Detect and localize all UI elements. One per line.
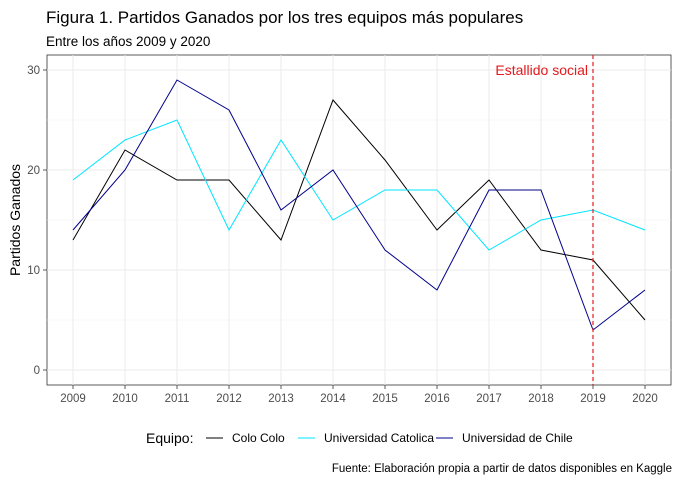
legend-title: Equipo: xyxy=(146,430,193,446)
gridlines xyxy=(47,55,671,385)
series-line-1 xyxy=(72,119,646,251)
x-tick-label: 2017 xyxy=(476,393,502,405)
legend: Equipo: Colo Colo Universidad Catolica Uni… xyxy=(146,430,573,446)
series-lines xyxy=(72,79,646,331)
x-tick-label: 2016 xyxy=(424,393,450,405)
x-tick-label: 2009 xyxy=(60,393,86,405)
x-tick-label: 2011 xyxy=(165,393,190,405)
chart-caption: Fuente: Elaboración propia a partir de d… xyxy=(332,463,672,475)
legend-label-0: Colo Colo xyxy=(232,431,285,445)
series-line-0 xyxy=(72,99,646,321)
x-tick-label: 2013 xyxy=(268,393,294,405)
x-tick-label: 2018 xyxy=(528,393,554,405)
x-tick-label: 2020 xyxy=(632,393,658,405)
legend-label-1: Universidad Catolica xyxy=(324,431,434,445)
x-tick-label: 2015 xyxy=(372,393,398,405)
x-tick-label: 2012 xyxy=(216,393,242,405)
y-tick-label: 20 xyxy=(27,165,40,177)
y-tick-label: 30 xyxy=(27,65,40,77)
x-tick-label: 2014 xyxy=(320,393,346,405)
y-tick-label: 10 xyxy=(27,265,40,277)
y-tick-label: 0 xyxy=(34,365,40,377)
annotation-label: Estallido social xyxy=(495,62,588,78)
series-line-2 xyxy=(72,79,646,331)
tick-labels: 0 10 20 30 2009 2010 2011 2012 2013 2014 2015 2016 2… xyxy=(27,65,658,405)
chart-title: Figura 1. Partidos Ganados por los tres … xyxy=(46,8,523,27)
x-tick-label: 2019 xyxy=(580,393,606,405)
chart-subtitle: Entre los años 2009 y 2020 xyxy=(46,34,210,49)
annotations: Estallido social xyxy=(495,55,594,385)
legend-label-2: Universidad de Chile xyxy=(462,431,573,445)
x-tick-label: 2010 xyxy=(112,393,138,405)
y-axis-title: Partidos Ganados xyxy=(7,164,23,276)
